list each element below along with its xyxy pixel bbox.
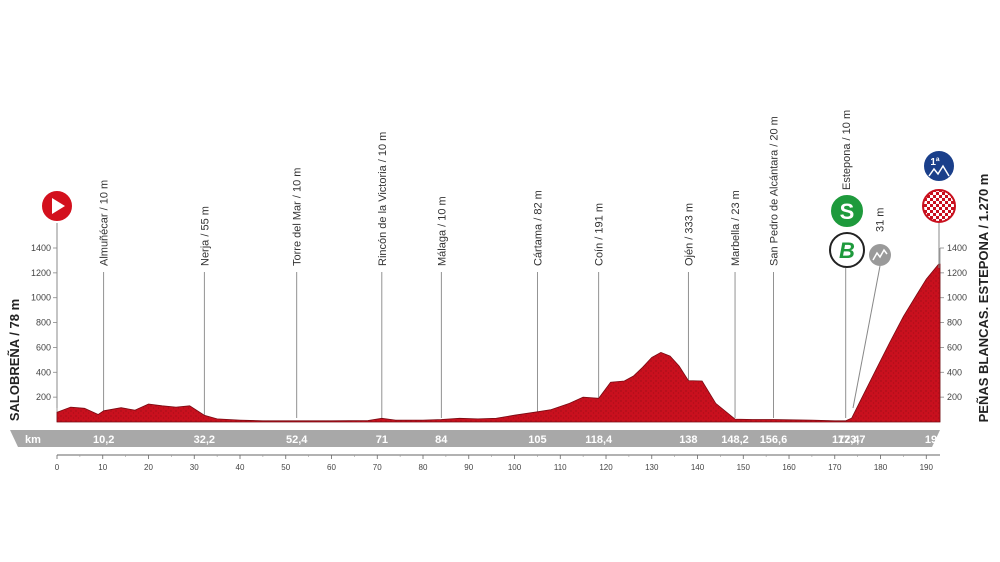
waypoint-label: Málaga / 10 m [436,196,448,266]
waypoint-label: Nerja / 55 m [199,206,211,266]
waypoint-labels: Almuñécar / 10 m Nerja / 55 m Torre del Ma… [99,110,887,266]
y-tick-label-left: 1400 [31,243,51,253]
waypoint-label: Torre del Mar / 10 m [292,168,304,266]
y-tick-label-left: 800 [36,318,51,328]
elevation-profile [56,263,941,423]
km-band-label-value: 32,2 [194,434,215,446]
x-tick-label: 100 [508,463,522,472]
x-tick-label: 0 [55,463,60,472]
sprint-icon: S [829,193,865,229]
y-tick-label-right: 600 [947,342,962,352]
x-tick-label: 40 [236,463,245,472]
finish-label: PEÑAS BLANCAS. ESTEPONA / 1.270 m [976,174,991,423]
y-tick-label-right: 1000 [947,293,967,303]
waypoint-label: San Pedro de Alcántara / 20 m [768,116,780,266]
km-band [10,430,940,447]
y-tick-label-left: 200 [36,392,51,402]
y-tick-label-left: 600 [36,342,51,352]
km-band-label-value: 172,4 [832,434,860,446]
x-tick-label: 80 [419,463,428,472]
y-tick-label-left: 1000 [31,293,51,303]
waypoint-lines [103,268,847,418]
waypoint-label: Ojén / 333 m [683,203,695,266]
waypoint-label: Estepona / 10 m [841,110,853,190]
y-tick-label-right: 200 [947,392,962,402]
km-band-label-value: 105 [528,434,546,446]
x-axis-ticks: 0 10 20 30 40 50 60 70 80 90 100 110 120 130 140 150 160… [55,455,934,472]
waypoint-label: Cártama / 82 m [532,190,544,266]
x-tick-label: 60 [327,463,336,472]
start-icon [40,189,74,223]
y-tick-label-right: 400 [947,367,962,377]
y-tick-label-left: 1200 [31,268,51,278]
km-band-label: km [25,434,41,446]
waypoint-label: Almuñécar / 10 m [99,180,111,266]
x-tick-label: 70 [373,463,382,472]
x-tick-label: 140 [691,463,705,472]
profile-area [56,263,941,423]
x-tick-label: 170 [828,463,842,472]
y-axis-left: 200 400 600 800 1000 1200 1400 [31,243,58,422]
waypoint-label: 31 m [875,208,887,232]
start-label: SALOBREÑA / 78 m [7,299,22,421]
x-tick-label: 180 [874,463,888,472]
km-band-label-value: 71 [376,434,388,446]
km-band-label-value: 148,2 [721,434,749,446]
finish-icon [922,189,956,223]
waypoint-label: Coín / 191 m [594,203,606,266]
y-axis-right: 200 400 600 800 1000 1200 1400 [939,243,967,422]
waypoint-label: Marbella / 23 m [730,190,742,266]
bonus-icon: B [829,232,865,268]
km-band-label-value: 156,6 [760,434,788,446]
km-band-labels: 10,2 32,2 52,4 71 84 105 118,4 138 148,2 156,6 172… [93,434,952,446]
grey-badge-connector [852,265,881,409]
km-band-label-value: 84 [435,434,448,446]
x-tick-label: 110 [554,463,567,472]
mountain-category-text: 1ª [930,157,940,168]
y-tick-label-right: 1400 [947,243,967,253]
x-tick-label: 10 [98,463,107,472]
x-tick-label: 30 [190,463,199,472]
y-tick-label-left: 400 [36,367,51,377]
profile-texture [57,264,940,422]
x-tick-label: 90 [464,463,473,472]
x-tick-label: 50 [281,463,290,472]
grey-badge-icon [869,244,891,266]
km-band-label-value: 138 [679,434,697,446]
km-band-label-value: 118,4 [585,434,613,446]
x-tick-label: 160 [782,463,796,472]
bonus-letter: B [839,238,855,263]
waypoint-label: Rincón de la Victoria / 10 m [377,132,389,266]
km-band-label-value: 10,2 [93,434,114,446]
x-tick-label: 190 [920,463,934,472]
km-band-label-value: 192,7 [925,434,953,446]
km-band-label-value: 52,4 [286,434,308,446]
x-tick-label: 20 [144,463,153,472]
x-tick-label: 130 [645,463,659,472]
y-tick-label-right: 1200 [947,268,967,278]
x-tick-label: 150 [737,463,751,472]
km-band-label-value: 173,7 [838,434,866,446]
x-tick-label: 120 [599,463,613,472]
y-tick-label-right: 800 [947,318,962,328]
sprint-letter: S [840,199,855,224]
mountain-category-icon: 1ª [922,149,956,183]
